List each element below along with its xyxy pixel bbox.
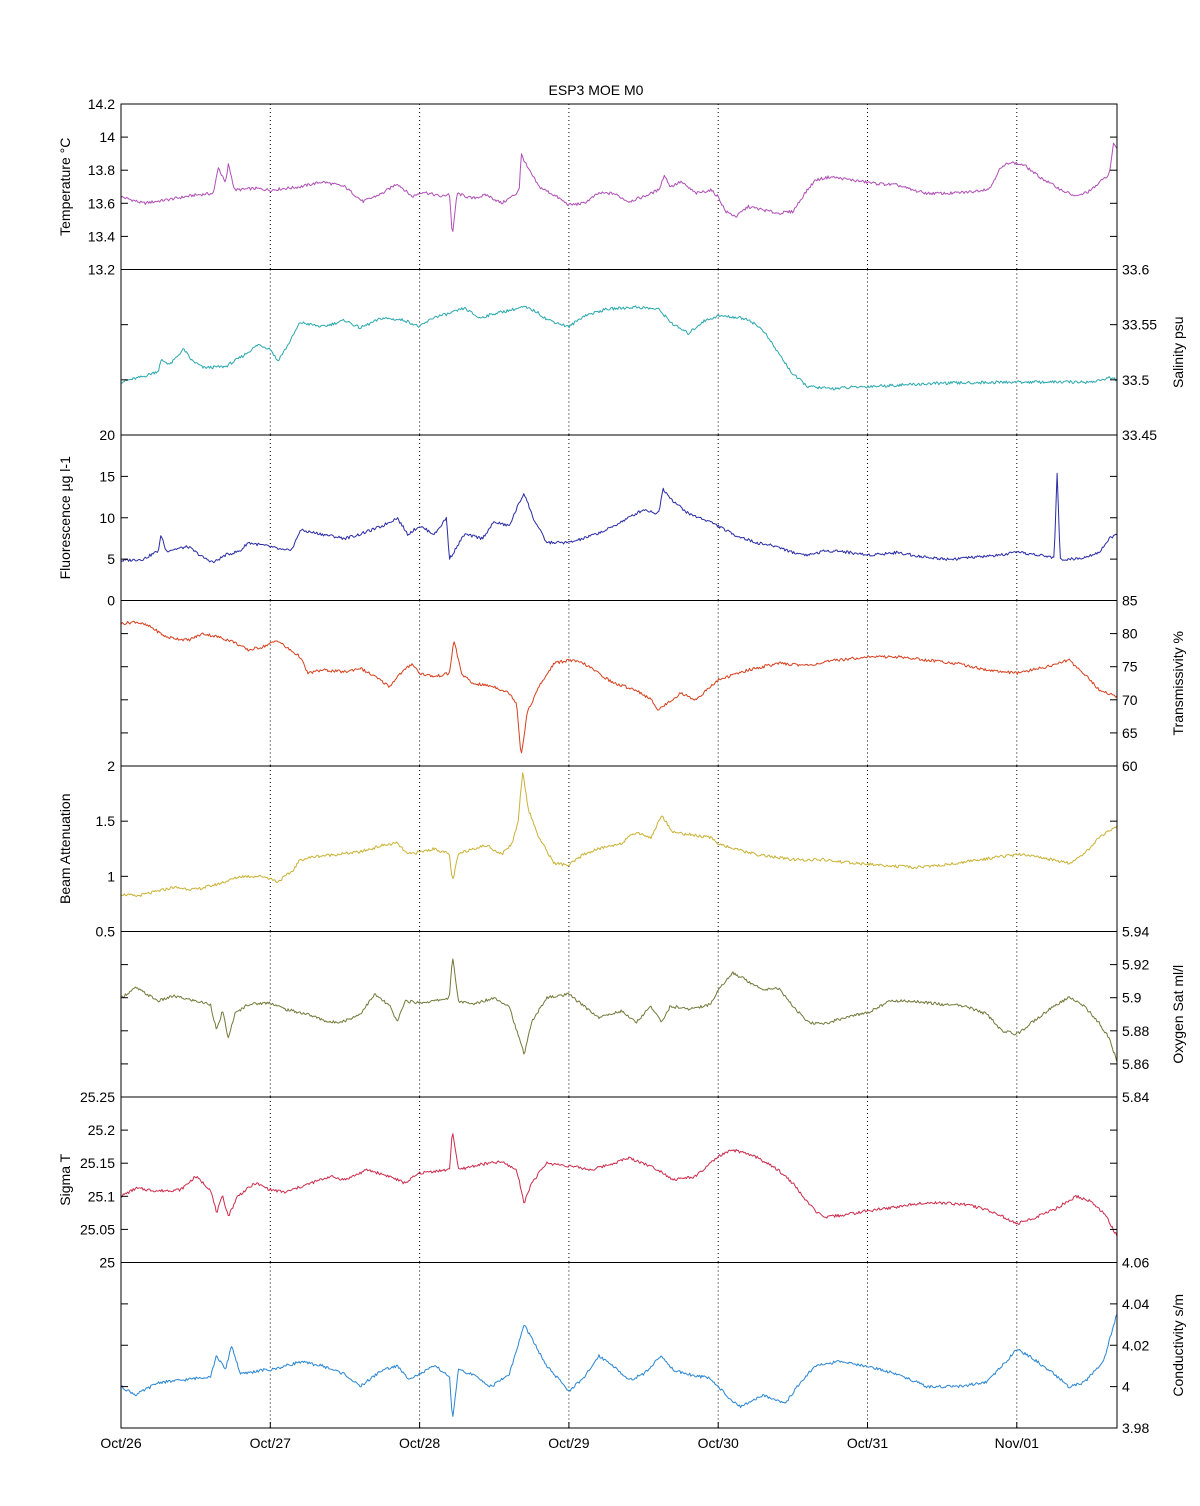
y-tick-label: 33.55 [1122, 317, 1157, 333]
x-tick-label: Oct/29 [548, 1435, 589, 1451]
y-tick-label: 0.5 [96, 924, 116, 940]
y-tick-label: 5.86 [1122, 1056, 1149, 1072]
y-tick-label: 25.05 [80, 1221, 115, 1237]
y-tick-label: 13.8 [88, 162, 115, 178]
y-tick-label: 13.2 [88, 262, 115, 278]
panel-2: 33.45 33.5 33.55 33.6 Salinity psu [120, 262, 1186, 443]
y-axis-label: Transmissivity % [1170, 631, 1186, 736]
y-tick-label: 5.88 [1122, 1023, 1149, 1039]
series-line-panel-1 [120, 142, 1118, 232]
y-tick-label: 5.92 [1122, 957, 1149, 973]
y-tick-label: 85 [1122, 593, 1138, 609]
y-tick-label: 25.25 [80, 1089, 115, 1105]
y-tick-label: 25 [99, 1255, 115, 1271]
y-tick-label: 33.6 [1122, 262, 1149, 278]
y-axis-label: Conductivity s/m [1170, 1294, 1186, 1397]
chart-title: ESP3 MOE M0 [549, 82, 644, 98]
y-axis-label: Temperature °C [57, 138, 73, 236]
y-tick-label: 80 [1122, 626, 1138, 642]
x-tick-label: Oct/28 [399, 1435, 440, 1451]
series-line-panel-8 [120, 1314, 1118, 1417]
panel-5: 0.5 1 1.5 2 Beam Attenuation [57, 758, 1118, 940]
y-tick-label: 5.84 [1122, 1089, 1149, 1105]
panel-4: 60 65 70 75 80 85 Transmissivity % [120, 593, 1186, 774]
y-tick-label: 20 [99, 427, 115, 443]
y-tick-label: 33.45 [1122, 427, 1157, 443]
y-axis-label: Salinity psu [1170, 316, 1186, 388]
y-axis-label: Beam Attenuation [57, 793, 73, 904]
y-tick-label: 14.2 [88, 96, 115, 112]
y-tick-label: 25.2 [88, 1122, 115, 1138]
y-tick-label: 65 [1122, 725, 1138, 741]
y-tick-label: 13.4 [88, 228, 115, 244]
panel-8: 3.98 4 4.02 4.04 4.06 Conductivity s/m [120, 1255, 1186, 1436]
y-tick-label: 15 [99, 468, 115, 484]
y-axis-label: Sigma T [57, 1153, 73, 1205]
y-tick-label: 1.5 [96, 813, 116, 829]
y-tick-label: 4.02 [1122, 1337, 1149, 1353]
series-line-panel-3 [120, 472, 1118, 564]
x-tick-label: Oct/26 [100, 1435, 141, 1451]
y-tick-label: 75 [1122, 659, 1138, 675]
x-tick-label: Oct/27 [250, 1435, 291, 1451]
y-tick-label: 4 [1122, 1379, 1130, 1395]
y-axis-label: Fluorescence µg l-1 [57, 456, 73, 579]
y-tick-label: 25.1 [88, 1188, 115, 1204]
y-tick-label: 5.94 [1122, 924, 1149, 940]
y-axis-label: Oxygen Sat ml/l [1170, 965, 1186, 1064]
y-tick-label: 14 [99, 129, 115, 145]
x-tick-label: Oct/30 [698, 1435, 739, 1451]
series-line-panel-7 [120, 1133, 1118, 1237]
x-tick-label: Oct/31 [847, 1435, 888, 1451]
y-tick-label: 60 [1122, 758, 1138, 774]
y-tick-label: 10 [99, 510, 115, 526]
y-tick-label: 13.6 [88, 195, 115, 211]
y-tick-label: 0 [107, 593, 115, 609]
y-tick-label: 5.9 [1122, 990, 1142, 1006]
x-axis: Oct/26 Oct/27 Oct/28 Oct/29 Oct/30 Oct/31 Nov/… [100, 1422, 1039, 1451]
y-tick-label: 5 [107, 551, 115, 567]
y-tick-label: 3.98 [1122, 1420, 1149, 1436]
series-line-panel-5 [120, 772, 1118, 898]
series-line-panel-4 [120, 620, 1118, 754]
y-tick-label: 1 [107, 868, 115, 884]
y-tick-label: 4.06 [1122, 1255, 1149, 1271]
y-tick-label: 33.5 [1122, 372, 1149, 388]
series-line-panel-2 [120, 305, 1118, 391]
y-tick-label: 70 [1122, 692, 1138, 708]
y-tick-label: 4.04 [1122, 1296, 1149, 1312]
series-line-panel-6 [120, 958, 1118, 1062]
x-tick-label: Nov/01 [995, 1435, 1040, 1451]
y-tick-label: 25.15 [80, 1155, 115, 1171]
y-tick-label: 2 [107, 758, 115, 774]
